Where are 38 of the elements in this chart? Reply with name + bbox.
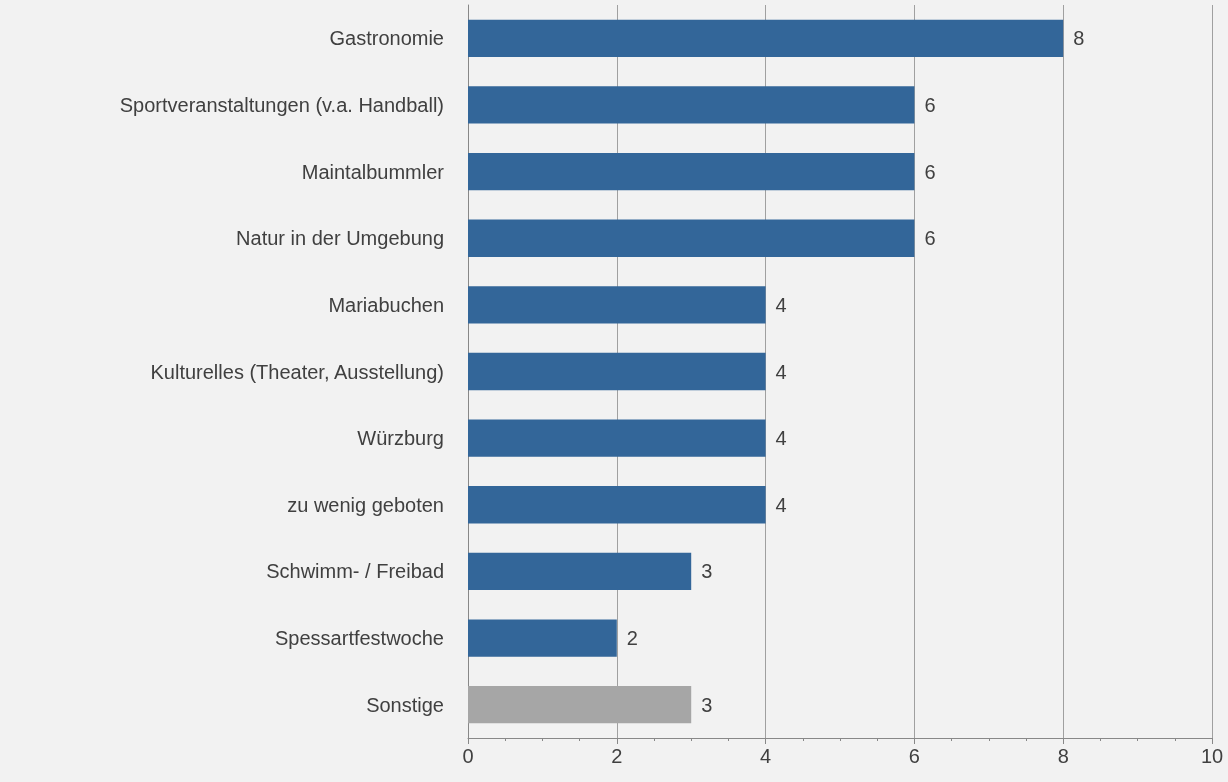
y-tick-label: Gastronomie	[329, 27, 444, 50]
bar	[468, 552, 692, 591]
x-tick-label: 8	[1057, 745, 1069, 767]
x-tick-label: 6	[908, 745, 920, 767]
x-tick-label: 0	[462, 745, 474, 767]
bar	[468, 419, 766, 457]
y-tick-label: Schwimm- / Freibad	[266, 560, 444, 583]
bar	[468, 86, 915, 124]
data-label: 6	[924, 160, 936, 183]
data-label: 4	[775, 493, 787, 516]
y-tick-label: Sportveranstaltungen (v.a. Handball)	[119, 93, 444, 116]
data-label: 4	[775, 293, 787, 316]
bar	[468, 19, 1064, 57]
data-label: 3	[701, 693, 713, 716]
y-tick-label: Kulturelles (Theater, Ausstellung)	[150, 360, 444, 383]
bar	[468, 619, 617, 657]
x-tick-label: 10	[1200, 745, 1224, 767]
y-tick-label: Maintalbummler	[301, 160, 445, 183]
y-tick-label: zu wenig geboten	[287, 493, 444, 516]
y-tick-label: Spessartfestwoche	[275, 627, 444, 650]
data-label: 6	[924, 227, 936, 250]
bar	[468, 486, 766, 524]
data-label: 3	[701, 560, 713, 583]
bar	[468, 219, 915, 257]
y-tick-label: Mariabuchen	[328, 293, 444, 316]
data-label: 8	[1073, 27, 1085, 50]
y-tick-label: Würzburg	[357, 427, 444, 450]
data-label: 4	[775, 427, 787, 450]
y-tick-label: Sonstige	[366, 693, 444, 716]
x-tick-label: 2	[611, 745, 623, 767]
y-tick-label: Natur in der Umgebung	[236, 227, 444, 250]
bar	[468, 286, 766, 324]
data-label: 6	[924, 93, 936, 116]
data-label: 4	[775, 360, 787, 383]
x-tick-label: 4	[760, 745, 772, 767]
data-label: 2	[626, 627, 638, 650]
bar	[468, 352, 766, 391]
bar	[468, 152, 915, 191]
